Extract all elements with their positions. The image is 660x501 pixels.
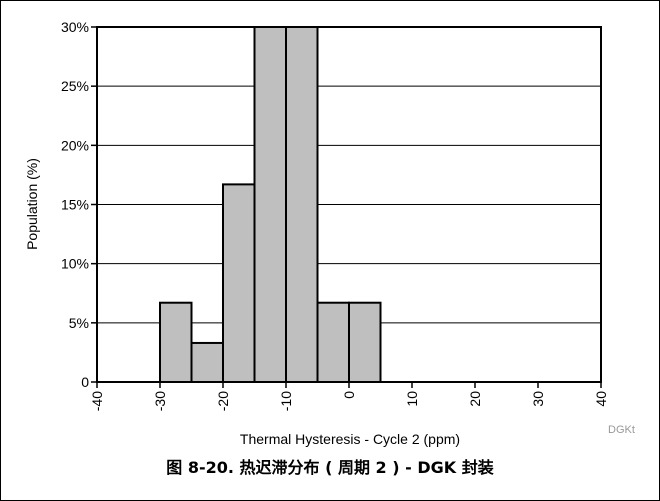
histogram-bar [348,301,382,384]
histogram-bar [190,341,224,384]
histogram-bar [253,26,287,383]
y-tick-label: 25% [61,78,89,94]
x-tick-label: 20 [467,391,483,407]
histogram-bars [159,26,382,384]
x-tick-label: 30 [530,391,546,407]
y-tick-label: 5% [69,315,89,331]
histogram-bar [285,26,319,383]
x-tick-label: 10 [404,391,420,407]
x-tick-label: 40 [593,391,609,407]
y-tick-label: 0 [81,374,89,390]
x-tick-label: -30 [152,391,168,411]
histogram-bar [222,183,256,383]
x-tick-label: 0 [341,391,357,399]
y-axis-label: Population (%) [24,158,40,250]
watermark: DGKt [608,424,635,436]
figure-caption: 图 8-20. 热迟滞分布 ( 周期 2 ) - DGK 封装 [166,458,494,477]
histogram-bar [316,301,350,384]
y-tick-label: 15% [61,197,89,213]
y-tick-label: 10% [61,256,89,272]
y-tick-label: 30% [61,19,89,35]
x-tick-label: -40 [89,391,105,411]
x-tick-label: -20 [215,391,231,411]
y-axis-ticks: 0 5% 10% 15% 20% 25% 30% [61,19,97,390]
x-axis-ticks: -40 -30 -20 -10 0 10 20 30 40 [89,382,609,411]
x-tick-label: -10 [278,391,294,411]
grid-lines [97,85,601,324]
histogram-bar [159,301,193,384]
y-tick-label: 20% [61,137,89,153]
x-axis-label: Thermal Hysteresis - Cycle 2 (ppm) [240,431,460,447]
